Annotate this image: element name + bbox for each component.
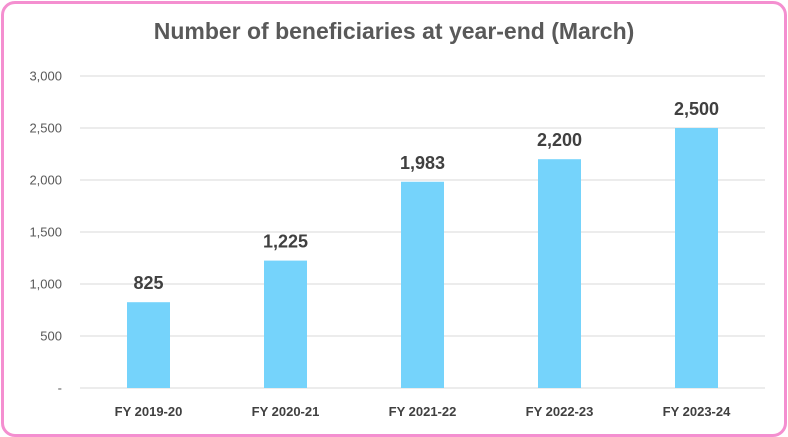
y-tick-label: 2,500 bbox=[29, 121, 62, 136]
data-label: 2,200 bbox=[537, 130, 582, 150]
chart-title: Number of beneficiaries at year-end (Mar… bbox=[153, 18, 635, 44]
y-tick-label: 3,000 bbox=[29, 69, 62, 84]
x-tick-label: FY 2020-21 bbox=[252, 404, 320, 419]
y-axis-ticks: - 500 1,000 1,500 2,000 2,500 3,000 bbox=[29, 69, 62, 396]
x-tick-label: FY 2021-22 bbox=[389, 404, 457, 419]
y-tick-label: 500 bbox=[40, 329, 62, 344]
y-tick-label: 1,000 bbox=[29, 277, 62, 292]
bar bbox=[538, 159, 581, 388]
bar bbox=[264, 260, 307, 388]
x-tick-label: FY 2022-23 bbox=[526, 404, 594, 419]
data-label: 825 bbox=[133, 273, 163, 293]
bar bbox=[127, 302, 170, 388]
y-tick-label: 1,500 bbox=[29, 225, 62, 240]
x-axis-ticks: FY 2019-20 FY 2020-21 FY 2021-22 FY 2022-23… bbox=[115, 404, 731, 419]
bar bbox=[675, 128, 718, 388]
data-labels: 825 1,225 1,983 2,200 2,500 bbox=[133, 99, 719, 293]
y-tick-label: 2,000 bbox=[29, 173, 62, 188]
x-tick-label: FY 2023-24 bbox=[663, 404, 731, 419]
data-label: 1,225 bbox=[263, 232, 308, 252]
bar bbox=[401, 181, 444, 388]
y-tick-label: - bbox=[58, 381, 62, 396]
bars bbox=[127, 128, 718, 388]
x-tick-label: FY 2019-20 bbox=[115, 404, 183, 419]
data-label: 1,983 bbox=[400, 153, 445, 173]
data-label: 2,500 bbox=[674, 99, 719, 119]
